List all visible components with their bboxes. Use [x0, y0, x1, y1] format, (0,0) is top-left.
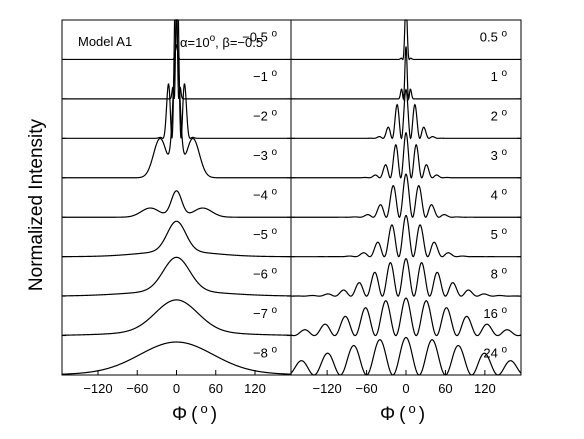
beta-label: 2 o	[491, 108, 508, 124]
beta-label: 16 o	[483, 305, 507, 321]
beta-label: −8 o	[253, 344, 277, 360]
intensity-curve	[61, 341, 292, 375]
x-tick-label: 0	[402, 381, 409, 396]
intensity-curve	[290, 297, 522, 337]
intensity-curve	[291, 88, 521, 140]
beta-label: 0.5 o	[480, 29, 508, 45]
beta-label: −6 o	[253, 265, 277, 281]
beta-label: −1 o	[253, 68, 277, 84]
model-label: Model A1	[78, 34, 132, 49]
intensity-curve	[62, 190, 291, 218]
beta-label: 8 o	[491, 265, 508, 281]
x-tick-label: −60	[356, 381, 378, 396]
intensity-curve	[62, 19, 291, 139]
beta-label: 24 o	[483, 344, 507, 360]
parameter-header: α=10o, β=−0.5	[180, 33, 263, 50]
beta-label: −5 o	[253, 226, 277, 242]
beta-label: −0.5 o	[242, 29, 277, 45]
intensity-curve	[62, 43, 291, 179]
beta-label: −2 o	[253, 108, 277, 124]
y-axis-label: Normalized Intensity	[26, 118, 47, 291]
beta-label: −7 o	[253, 305, 277, 321]
x-tick-label: 60	[438, 381, 452, 396]
x-tick-label: 0	[173, 381, 180, 396]
intensity-curve	[290, 336, 522, 376]
beta-label: 1 o	[491, 68, 508, 84]
x-tick-label: −120	[83, 381, 112, 396]
intensity-curve	[291, 173, 521, 218]
intensity-curve	[290, 257, 522, 297]
intensity-curve	[291, 46, 521, 102]
beta-label: 4 o	[491, 186, 508, 202]
x-tick-label: 120	[474, 381, 496, 396]
intensity-curve	[291, 214, 521, 258]
right-plot-frame	[290, 19, 522, 376]
beta-label: −3 o	[253, 147, 277, 163]
left-panel: −120 −60 0 60 120 −0.5 o −1 o −2 o −3 o −4 o −5 o −…	[61, 19, 292, 396]
intensity-curve	[291, 19, 521, 61]
x-tick-label: −60	[126, 381, 148, 396]
x-axis-label-right: Φ(o)	[380, 401, 425, 425]
beta-label: 5 o	[491, 226, 508, 242]
intensity-curve	[61, 256, 292, 297]
intensity-curve	[62, 220, 291, 258]
beta-label: 3 o	[491, 147, 508, 163]
right-panel: −120 −60 0 60 120 0.5 o 1 o 2 o 3 o 4 o 5 o 8 o 16 o…	[290, 19, 522, 396]
intensity-curve	[61, 299, 292, 336]
x-tick-label: 120	[244, 381, 266, 396]
x-axis-label: Φ(o)	[172, 401, 217, 425]
beta-label: −4 o	[253, 186, 277, 202]
x-tick-label: 60	[209, 381, 223, 396]
x-tick-label: −120	[312, 381, 341, 396]
intensity-curve	[291, 131, 521, 179]
